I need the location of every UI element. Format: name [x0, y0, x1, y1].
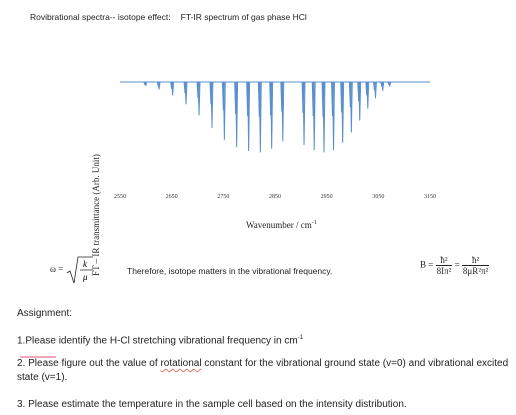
- x-tick-labels: 2550 2650 2750 2850 2950 3050 3150: [114, 194, 436, 200]
- b-lhs: B =: [420, 259, 434, 270]
- x-tick-label: 2550: [114, 194, 126, 200]
- x-tick-label: 2950: [321, 194, 333, 200]
- x-axis-label-sup: -1: [311, 220, 317, 226]
- therefore-text: Therefore, isotope matters in the vibrat…: [127, 266, 333, 276]
- assignment-heading: Assignment:: [17, 308, 73, 319]
- b-fraction-2: ħ² 8μR²π²: [461, 255, 490, 276]
- spectrum-lines: [120, 81, 430, 153]
- slide-title: Rovibrational spectra-- isotope effect: F…: [30, 12, 307, 22]
- item2-text-a: 2. Please figure out the value of: [17, 358, 161, 369]
- x-axis-label: Wavenumber / cm-1: [246, 220, 317, 230]
- b-den1: 8Iπ²: [436, 266, 452, 276]
- pink-highlight-mark: [20, 356, 56, 358]
- x-tick-label: 3050: [372, 194, 384, 200]
- x-tick-label: 2850: [269, 194, 281, 200]
- b-num1: ħ²: [435, 255, 453, 266]
- item1-sup: -1: [297, 335, 304, 341]
- omega-formula: ω = k μ: [50, 255, 94, 285]
- rotational-constant-formula: B = ħ² 8Iπ² = ħ² 8μR²π²: [420, 255, 490, 276]
- b-fraction-1: ħ² 8Iπ²: [435, 255, 453, 276]
- assignment-item-1: 1.Please identify the H-Cl stretching vi…: [17, 331, 512, 348]
- x-tick-label: 2750: [217, 194, 229, 200]
- ftir-spectrum-chart: 2550 2650 2750 2850 2950 3050 3150: [114, 81, 436, 200]
- b-den2: 8μR²π²: [462, 266, 489, 276]
- b-num2: ħ²: [461, 255, 490, 266]
- assignment-item-3: 3. Please estimate the temperature in th…: [17, 399, 407, 410]
- omega-den: μ: [82, 272, 88, 282]
- title-left: Rovibrational spectra-- isotope effect:: [30, 12, 171, 22]
- omega-lhs: ω =: [50, 264, 64, 275]
- x-axis-label-text: Wavenumber / cm: [246, 220, 312, 230]
- spectrum-trace: [120, 81, 430, 153]
- b-eq: =: [454, 259, 460, 270]
- title-right: FT-IR spectrum of gas phase HCl: [180, 12, 307, 22]
- x-tick-label: 2650: [166, 194, 178, 200]
- sqrt-symbol: k μ: [66, 255, 94, 285]
- assignment-item-2: 2. Please figure out the value of rotati…: [17, 357, 512, 385]
- item2-spellcheck-word: rotational: [160, 358, 202, 369]
- item2-text-b: constant for the vibrational ground stat…: [17, 358, 509, 383]
- omega-num: k: [83, 259, 88, 269]
- x-tick-label: 3150: [424, 194, 436, 200]
- item1-text: 1.Please identify the H-Cl stretching vi…: [17, 335, 298, 347]
